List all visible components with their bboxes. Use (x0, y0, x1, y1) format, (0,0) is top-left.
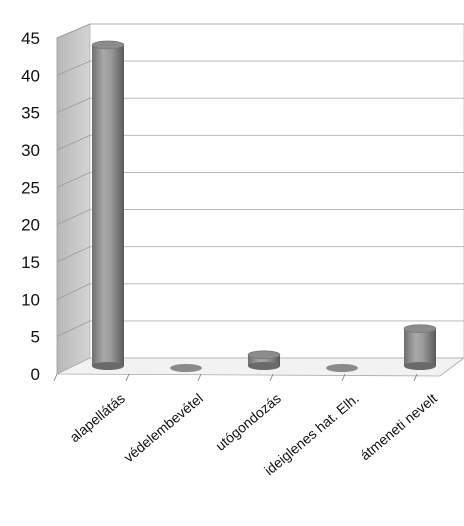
x-tick-label: védelembevétel (121, 390, 206, 465)
grid-lines (56, 23, 464, 338)
gridline-side (56, 209, 91, 226)
gridline-side (56, 172, 91, 188)
side-wall (56, 23, 91, 375)
gridline-side (56, 283, 91, 300)
y-tick-label: 25 (21, 178, 40, 197)
x-tick (197, 373, 202, 382)
back-wall (89, 23, 464, 359)
x-tick (269, 373, 274, 382)
y-tick-label: 45 (21, 29, 40, 48)
bar-base (404, 362, 436, 370)
y-tick-label: 30 (21, 141, 40, 160)
y-tick-label: 5 (31, 328, 40, 347)
bar-base (326, 364, 358, 372)
x-tick (413, 373, 418, 382)
bar-top (403, 324, 437, 333)
y-tick-label: 15 (21, 253, 40, 272)
bar (247, 350, 281, 370)
bar-body (92, 44, 124, 366)
x-tick-label: alapellátás (66, 390, 128, 445)
x-tick-label: átmeneti nevelt (357, 390, 440, 463)
bar (403, 324, 437, 370)
gridline-side (56, 320, 91, 338)
bars (91, 40, 437, 372)
bar-body (248, 354, 280, 366)
bar-base (248, 362, 280, 370)
gridline-side (56, 97, 91, 114)
y-tick-label: 0 (31, 365, 40, 384)
bar (170, 364, 202, 372)
y-tick-label: 35 (21, 104, 40, 123)
x-tick (125, 373, 130, 382)
bar-top (247, 350, 281, 360)
y-tick-label: 20 (21, 216, 40, 235)
x-axis-ticks (53, 373, 418, 382)
x-tick-label: utógondozás (212, 390, 284, 454)
bar (326, 364, 358, 372)
gridline-side (56, 60, 91, 76)
gridline-side (56, 246, 91, 263)
gridline-side (56, 134, 91, 151)
bar-base (170, 364, 202, 372)
gridline-side (56, 23, 91, 39)
x-tick (53, 373, 58, 382)
bar-base (92, 362, 124, 370)
y-axis: 0 5 10 15 20 25 30 35 40 45 (21, 29, 40, 384)
bar-body (404, 328, 436, 366)
x-tick (341, 373, 346, 382)
y-tick-label: 40 (21, 66, 40, 85)
bar (91, 40, 125, 370)
bar-top (91, 40, 125, 50)
y-tick-label: 10 (21, 290, 40, 309)
